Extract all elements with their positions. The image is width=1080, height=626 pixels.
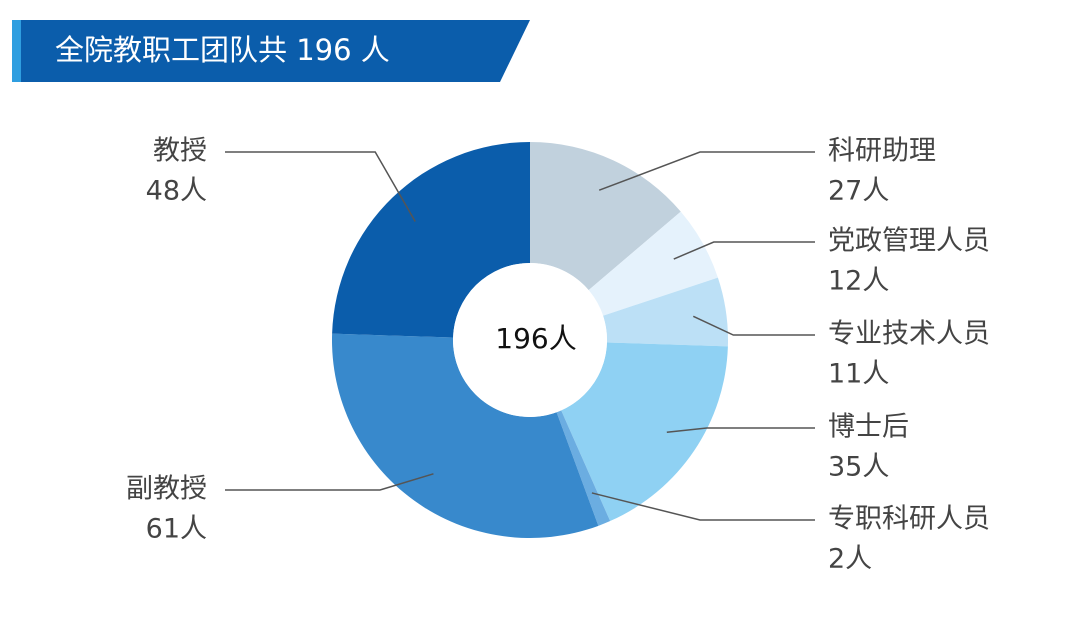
value-label: 2人 (828, 544, 872, 575)
donut-slice (530, 142, 681, 291)
donut-slice (603, 277, 728, 347)
title-accent (12, 20, 21, 82)
center-label: 196人 (495, 322, 576, 355)
category-label: 专业技术人员 (828, 319, 990, 350)
donut-slice (331, 333, 599, 538)
value-label: 11人 (828, 359, 889, 390)
category-label: 专职科研人员 (828, 504, 990, 535)
leader-line (225, 151, 416, 222)
value-label: 12人 (828, 266, 889, 297)
donut-slice (556, 410, 611, 526)
leader-line (666, 427, 815, 433)
donut-slice (588, 211, 718, 316)
category-label: 博士后 (828, 412, 909, 443)
chart-title: 全院教职工团队共 196 人 (55, 33, 390, 67)
leader-line (225, 473, 434, 491)
leader-line (591, 492, 815, 521)
value-label: 27人 (828, 176, 889, 207)
value-label: 35人 (828, 452, 889, 483)
donut-hole (453, 263, 607, 417)
category-label: 教授 (153, 136, 207, 167)
category-label: 科研助理 (828, 136, 936, 167)
donut-slice (332, 142, 530, 338)
leader-line (673, 241, 815, 260)
category-label: 党政管理人员 (828, 226, 990, 257)
title-banner (12, 20, 530, 82)
leader-line (692, 315, 815, 336)
donut-slice (561, 342, 728, 522)
category-label: 副教授 (126, 474, 207, 505)
value-label: 61人 (146, 514, 207, 545)
leader-line (598, 151, 815, 191)
value-label: 48人 (146, 176, 207, 207)
